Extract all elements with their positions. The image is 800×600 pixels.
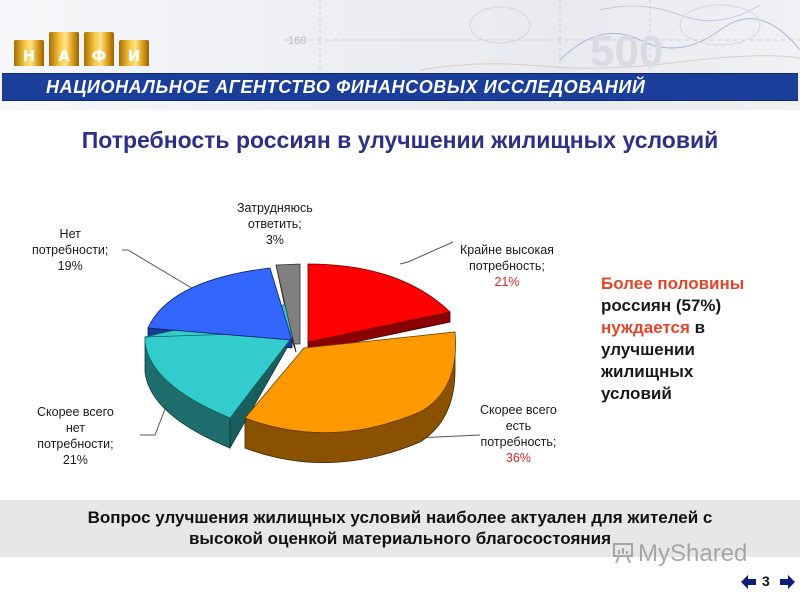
label-probably-no-need: Скорее всего нет потребности; 21% (37, 405, 114, 467)
watermark: MyShared (612, 540, 747, 568)
presentation-icon (613, 543, 633, 564)
slide-navigation: 3 (741, 572, 799, 592)
arrow-right-icon[interactable] (779, 574, 795, 590)
conclusion-text: Вопрос улучшения жилищных условий наибол… (87, 508, 713, 548)
slice-no-need (147, 267, 293, 341)
slide-title: Потребность россиян в улучшении жилищных… (81, 127, 719, 153)
conclusion-band (0, 500, 800, 557)
label-probably-need: Скорее всего есть потребность; 36% (480, 403, 557, 465)
background-map-pattern: 500 160 (285, 0, 800, 76)
agency-banner: НАЦИОНАЛЬНОЕ АГЕНТСТВО ФИНАНСОВЫХ ИССЛЕД… (2, 73, 798, 101)
arrow-left-icon[interactable] (741, 574, 757, 590)
svg-text:500: 500 (590, 27, 663, 76)
page-number: 3 (762, 573, 770, 589)
slice-probably-need (244, 331, 456, 433)
pie-chart-graphic (122, 241, 481, 463)
nafi-logo: Н А Ф И (14, 30, 154, 66)
banner-title: НАЦИОНАЛЬНОЕ АГЕНТСТВО ФИНАНСОВЫХ ИССЛЕД… (46, 77, 646, 97)
label-extremely-high-need: Крайне высокая потребность; 21% (460, 243, 554, 289)
svg-text:160: 160 (288, 35, 306, 47)
label-no-need: Нет потребности; 19% (32, 227, 109, 273)
pie-chart: Затрудняюсь ответить; 3% Нет потребности… (0, 180, 600, 500)
label-hard-to-answer: Затрудняюсь ответить; 3% (237, 201, 313, 247)
slice-hard-to-answer (275, 263, 301, 345)
slice-extremely-high-need (307, 263, 451, 343)
side-note: Более половины россиян (57%) нуждается в… (601, 274, 745, 403)
